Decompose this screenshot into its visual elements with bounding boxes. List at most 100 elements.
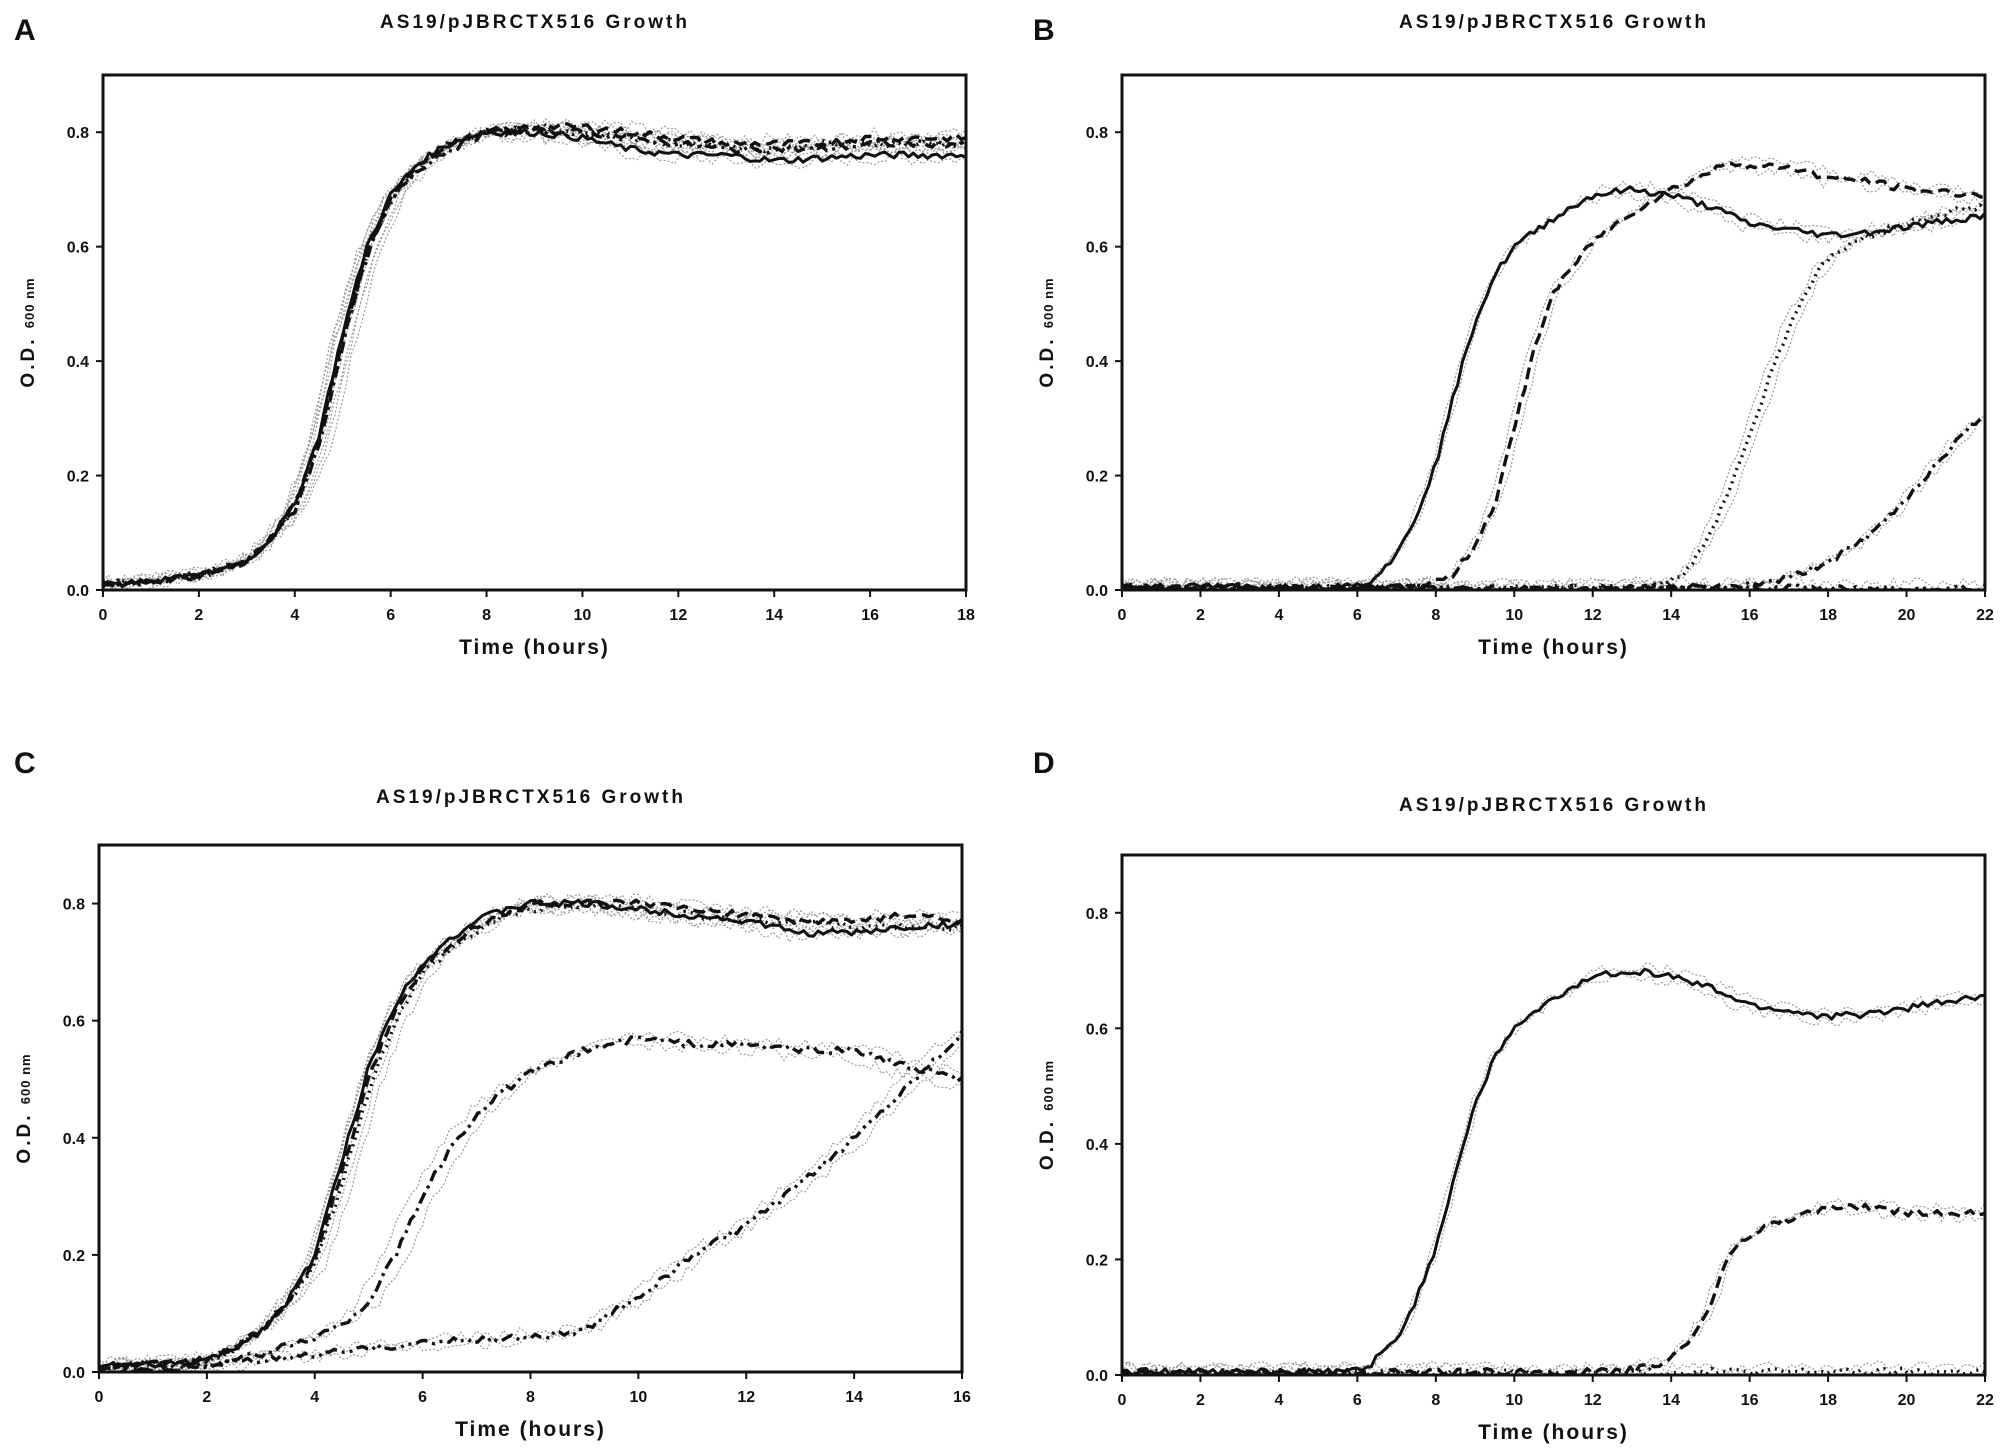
- plot-area: [1122, 156, 1985, 590]
- y-tick-label: 0.6: [1086, 240, 1108, 257]
- x-tick-label: 4: [290, 607, 299, 624]
- y-axis-label: O.D. 600 nm: [18, 277, 39, 387]
- x-tick-label: 20: [1898, 1392, 1916, 1409]
- x-tick-label: 8: [482, 607, 491, 624]
- x-tick-label: 0: [99, 607, 108, 624]
- replicate-line: [1122, 202, 1985, 590]
- replicate-line: [103, 130, 966, 590]
- replicate-line: [99, 1030, 962, 1371]
- x-tick-label: 20: [1898, 607, 1916, 624]
- replicate-line: [99, 894, 962, 1368]
- replicate-line: [99, 902, 962, 1372]
- x-tick-label: 2: [1196, 1392, 1205, 1409]
- x-tick-label: 18: [957, 607, 975, 624]
- x-tick-label: 6: [1353, 1392, 1362, 1409]
- y-tick-label: 0.8: [63, 897, 85, 914]
- replicate-line: [99, 901, 962, 1372]
- x-tick-label: 16: [861, 607, 879, 624]
- y-axis-label-main: O.D.: [1037, 328, 1058, 387]
- x-axis-label: Time (hours): [455, 1418, 606, 1441]
- replicate-line: [99, 893, 962, 1367]
- series-line-dashed: [103, 121, 966, 589]
- y-axis-label: O.D. 600 nm: [14, 1053, 35, 1163]
- x-tick-label: 10: [629, 1389, 647, 1406]
- y-tick-label: 0.8: [67, 125, 89, 142]
- replicate-line: [1122, 418, 1985, 590]
- y-tick-label: 0.0: [1086, 583, 1108, 600]
- plot-area: [99, 893, 962, 1372]
- replicate-line: [99, 1042, 962, 1371]
- x-tick-label: 10: [574, 607, 592, 624]
- x-tick-label: 12: [1584, 607, 1602, 624]
- panel-letter: A: [14, 14, 36, 47]
- replicate-line: [99, 903, 962, 1372]
- replicate-line: [103, 121, 966, 585]
- x-tick-label: 8: [1431, 1392, 1440, 1409]
- x-tick-label: 6: [1353, 607, 1362, 624]
- y-axis-label-main: O.D.: [1037, 1111, 1058, 1170]
- x-axis-label: Time (hours): [1478, 636, 1629, 659]
- replicate-line: [99, 1031, 962, 1372]
- replicate-line: [1122, 180, 1985, 589]
- y-axis-label-sub: 600 nm: [22, 277, 37, 328]
- panel-a: A AS19/pJBRCTX516 Growth 0 2 4 6 8 10 12 14 16 18 0.…: [14, 12, 975, 659]
- x-tick-label: 10: [1505, 1392, 1523, 1409]
- panel-letter: D: [1033, 747, 1055, 780]
- y-tick-label: 0.2: [63, 1248, 85, 1265]
- x-tick-label: 16: [1741, 607, 1759, 624]
- replicate-line: [1122, 1197, 1985, 1374]
- y-tick-label: 0.2: [67, 469, 89, 486]
- x-tick-label: 22: [1976, 607, 1994, 624]
- series-line-dash-dot: [1122, 413, 1985, 590]
- x-tick-label: 0: [1118, 607, 1127, 624]
- panel-letter: C: [14, 747, 36, 780]
- panel-b: B AS19/pJBRCTX516 Growth 0 2 4 6 8 10 12 14 16 18 20…: [1033, 12, 1994, 659]
- series-line-dashed: [1122, 1202, 1985, 1375]
- x-tick-label: 2: [194, 607, 203, 624]
- x-tick-label: 10: [1505, 607, 1523, 624]
- x-tick-label: 14: [1662, 1392, 1680, 1409]
- series-line-solid: [1122, 185, 1985, 590]
- series-line-dash-dot: [99, 1035, 962, 1372]
- y-tick-label: 0.2: [1086, 1252, 1108, 1269]
- plot-frame: [101, 73, 968, 592]
- x-tick-label: 16: [1741, 1392, 1759, 1409]
- series-line-solid: [1122, 967, 1985, 1375]
- replicate-line: [1122, 156, 1985, 589]
- series-line-dashed: [99, 898, 962, 1372]
- y-axis-label-main: O.D.: [18, 328, 39, 387]
- y-axis-label-sub: 600 nm: [1041, 277, 1056, 328]
- replicate-line: [103, 131, 966, 590]
- chart-title: AS19/pJBRCTX516 Growth: [380, 12, 690, 33]
- replicate-line: [1122, 415, 1985, 590]
- x-tick-label: 22: [1976, 1392, 1994, 1409]
- replicate-line: [99, 893, 962, 1368]
- replicate-line: [1122, 973, 1985, 1375]
- series-line-dotted: [1122, 203, 1985, 590]
- chart-title: AS19/pJBRCTX516 Growth: [1399, 795, 1709, 816]
- series-line-solid: [99, 898, 962, 1371]
- x-tick-label: 8: [526, 1389, 535, 1406]
- plot-frame: [97, 843, 964, 1374]
- series-line-solid: [103, 127, 966, 588]
- y-axis-label: O.D. 600 nm: [1037, 277, 1058, 387]
- plot-frame: [1120, 73, 1987, 592]
- x-tick-label: 14: [1662, 607, 1680, 624]
- y-tick-label: 0.6: [67, 240, 89, 257]
- x-tick-label: 8: [1431, 607, 1440, 624]
- x-tick-label: 6: [386, 607, 395, 624]
- y-tick-label: 0.6: [1086, 1021, 1108, 1038]
- series-line-dashed: [1122, 161, 1985, 590]
- y-tick-label: 0.4: [1086, 354, 1108, 371]
- x-tick-label: 14: [845, 1389, 863, 1406]
- panel-c: C AS19/pJBRCTX516 Growth 0 2 4 6 8 10 12 14 16 0.0 0…: [14, 747, 971, 1441]
- y-axis-label-main: O.D.: [14, 1104, 35, 1163]
- replicate-line: [103, 118, 966, 586]
- x-tick-label: 14: [765, 607, 783, 624]
- y-tick-label: 0.8: [1086, 906, 1108, 923]
- x-axis-label: Time (hours): [1478, 1421, 1629, 1444]
- replicate-line: [1122, 962, 1985, 1374]
- y-tick-label: 0.0: [67, 583, 89, 600]
- replicate-line: [103, 126, 966, 590]
